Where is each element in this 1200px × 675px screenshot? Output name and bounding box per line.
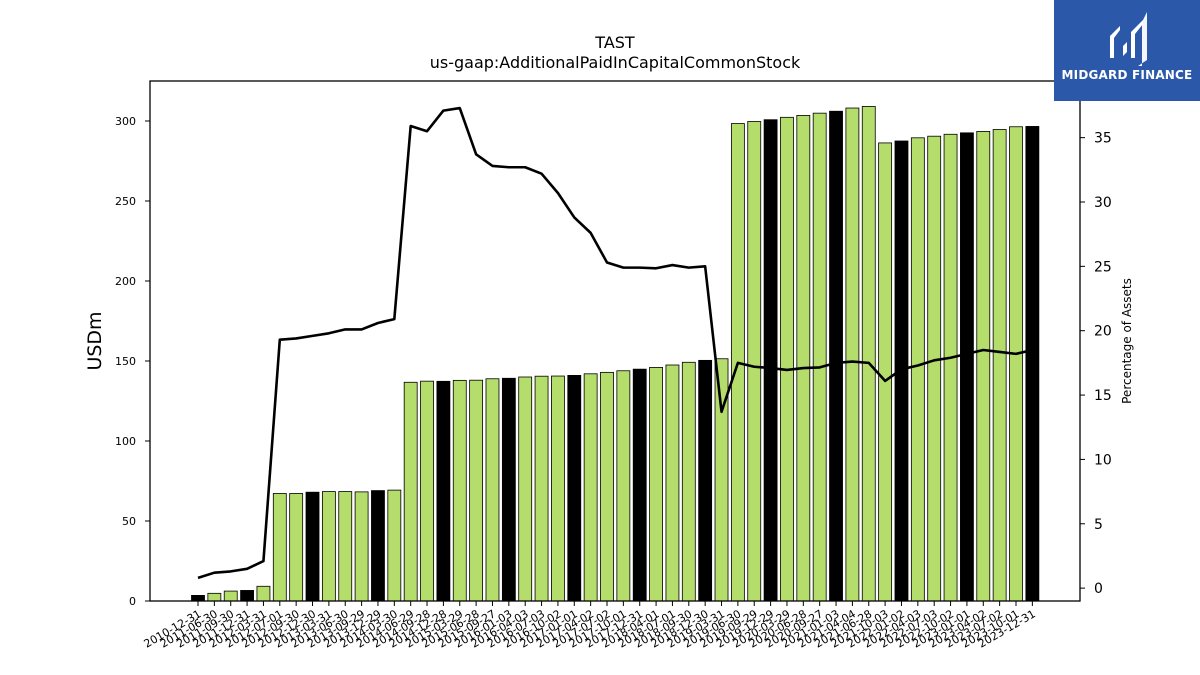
bar-2012-09-30 [289, 493, 304, 602]
y-tick-label: 50 [122, 515, 136, 528]
y2-axis-ticks: 0 5 10 15 20 25 30 35 [1080, 131, 1112, 597]
bar-2017-04-02 [583, 373, 598, 602]
bar-2017-10-01 [616, 370, 631, 602]
bar-2011-12-31 [240, 590, 254, 602]
bar-2018-04-01 [649, 366, 663, 602]
bar-2023-04-02 [976, 130, 991, 602]
bar-2014-03-30 [387, 489, 402, 602]
bar-2013-12-29 [371, 490, 385, 602]
y-tick-label: 150 [115, 355, 136, 368]
bar-2023-07-02 [992, 129, 1007, 602]
bar-2011-06-30 [207, 592, 222, 602]
bar-2023-12-31 [1025, 126, 1040, 602]
bar-2015-09-27 [485, 378, 500, 602]
y2-tick-label: 20 [1094, 324, 1112, 340]
bar-2020-09-27 [812, 112, 827, 602]
bar-2021-06-28 [861, 106, 876, 602]
bar-2017-01-01 [567, 374, 582, 602]
y-tick-label: 0 [129, 595, 136, 608]
bar-2013-09-29 [354, 491, 369, 602]
y2-tick-label: 10 [1094, 452, 1112, 468]
y2-tick-label: 25 [1094, 259, 1112, 275]
bar-2020-03-29 [780, 116, 794, 602]
bar-2020-06-28 [796, 115, 811, 602]
logo-name: MIDGARD FINANCE [1061, 68, 1193, 82]
y-tick-label: 100 [115, 435, 136, 448]
y2-tick-label: 30 [1094, 195, 1112, 211]
bar-2014-12-28 [436, 380, 451, 602]
y2-tick-label: 5 [1094, 517, 1103, 533]
bar-2021-01-03 [829, 110, 843, 602]
percentage-line [197, 106, 1033, 580]
logo-mark-icon [1110, 12, 1147, 66]
bar-2018-12-30 [698, 359, 713, 602]
bar-2013-06-30 [338, 491, 353, 602]
bars-group [191, 106, 1040, 602]
bar-2013-03-31 [321, 491, 336, 602]
bar-2018-07-01 [665, 364, 680, 602]
y-tick-label: 200 [115, 275, 136, 288]
y-axis-label: USDm [84, 311, 106, 370]
bar-2022-07-03 [927, 135, 942, 602]
bar-2017-12-31 [632, 368, 647, 602]
bar-2019-09-29 [747, 121, 762, 602]
bar-2022-10-02 [943, 133, 958, 602]
plot-frame [149, 80, 1081, 602]
chart-subtitle: us-gaap:AdditionalPaidInCapitalCommonSto… [430, 53, 801, 72]
bar-2012-03-31 [256, 585, 271, 602]
bar-2016-10-02 [551, 375, 565, 602]
bar-2021-04-04 [845, 107, 860, 602]
bar-2023-01-01 [960, 132, 974, 602]
x-axis-ticks: 2010-12-312011-06-302011-09-302011-12-31… [142, 601, 1038, 651]
bar-2012-07-01 [272, 493, 287, 602]
y-tick-label: 250 [115, 195, 136, 208]
y2-axis-label: Percentage of Assets [1120, 278, 1134, 404]
bar-2019-12-29 [763, 119, 778, 602]
y-tick-label: 300 [115, 115, 136, 128]
bar-2021-10-03 [878, 142, 893, 602]
line-group [197, 106, 1033, 580]
bar-2010-12-31 [191, 595, 205, 602]
y2-tick-label: 35 [1094, 131, 1112, 147]
y2-tick-label: 0 [1094, 581, 1103, 597]
bar-2022-04-03 [910, 137, 925, 602]
bar-2016-01-03 [501, 377, 516, 602]
bar-2023-10-01 [1009, 126, 1023, 602]
y2-tick-label: 15 [1094, 388, 1112, 404]
bar-2015-03-29 [452, 379, 467, 602]
bar-2011-09-30 [223, 590, 238, 602]
y-axis-ticks: 0 50 100 150 200 250 300 [115, 115, 150, 608]
midgard-finance-logo: MIDGARD FINANCE [1054, 0, 1200, 101]
bar-2017-07-02 [600, 371, 614, 602]
chart-title: TAST [594, 33, 635, 52]
bar-2015-06-28 [469, 379, 484, 602]
bar-2014-06-29 [403, 381, 418, 602]
bar-2016-07-03 [534, 375, 549, 602]
bar-2012-12-30 [305, 491, 320, 602]
bar-2014-09-28 [420, 380, 434, 602]
bar-2018-09-30 [681, 361, 696, 602]
bar-2016-04-03 [518, 376, 533, 602]
